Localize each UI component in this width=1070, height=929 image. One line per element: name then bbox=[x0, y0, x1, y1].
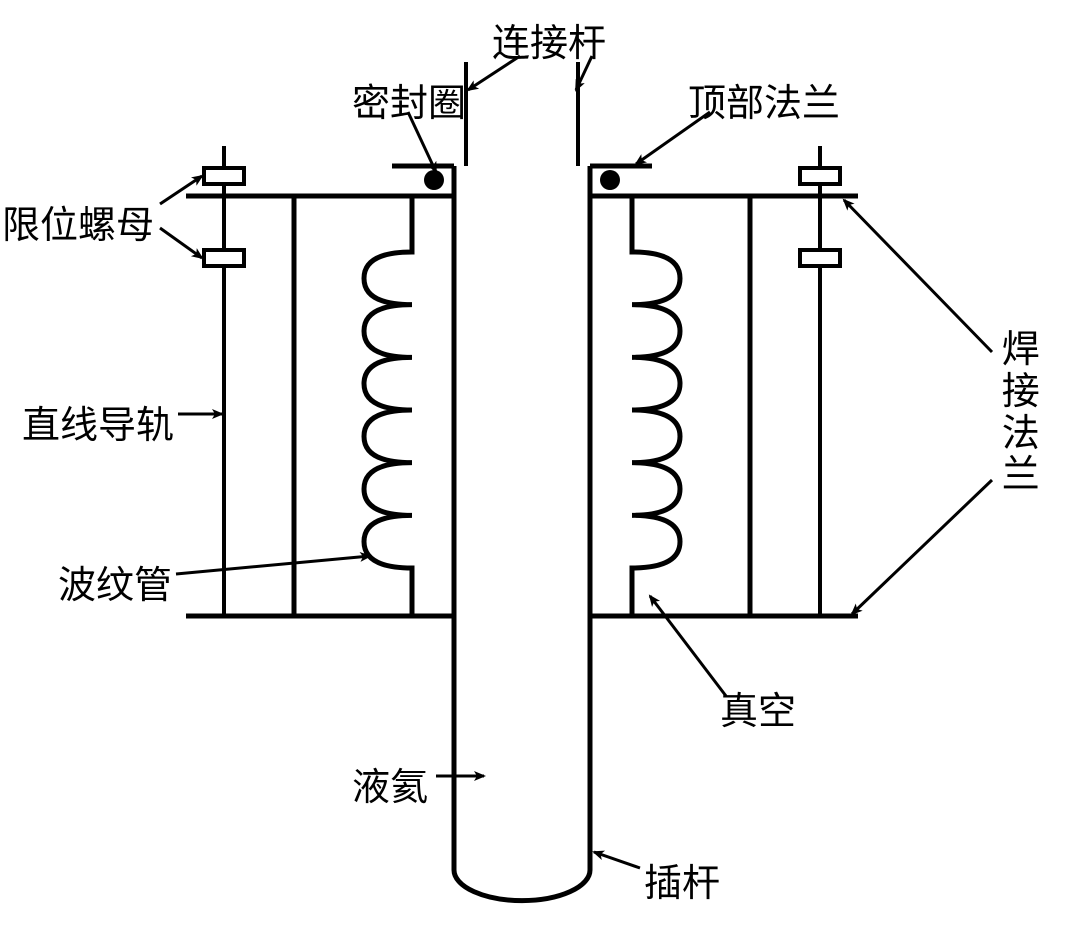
label-sealing-ring: 密封圈 bbox=[352, 72, 466, 127]
label-plunger-rod: 插杆 bbox=[644, 852, 720, 907]
label-top-flange: 顶部法兰 bbox=[688, 72, 840, 127]
label-welded-flange: 焊接法兰 bbox=[998, 330, 1044, 497]
diagram-svg bbox=[0, 0, 1070, 929]
label-connecting-rod: 连接杆 bbox=[492, 12, 606, 67]
label-liquid-helium: 液氦 bbox=[352, 756, 428, 811]
label-vacuum: 真空 bbox=[720, 680, 796, 735]
label-bellows: 波纹管 bbox=[58, 554, 172, 609]
label-limit-nut: 限位螺母 bbox=[2, 194, 154, 249]
label-linear-guide: 直线导轨 bbox=[22, 394, 174, 449]
